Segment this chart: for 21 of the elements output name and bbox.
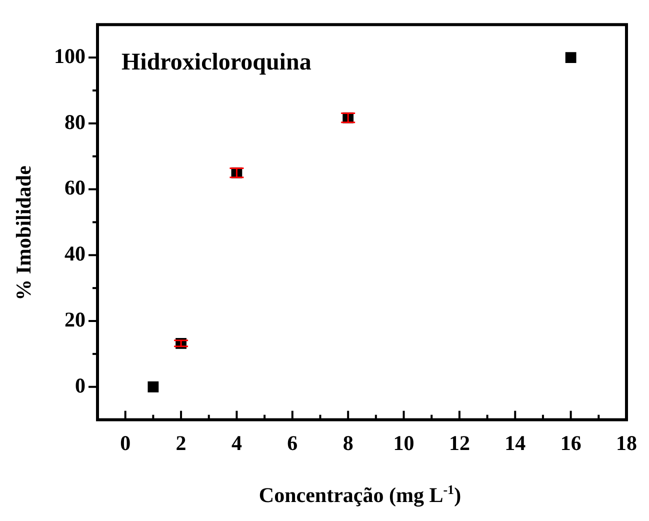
point (565, 52, 576, 63)
y-tick-label: 80 (64, 110, 86, 134)
y-tick-label: 20 (64, 307, 86, 332)
x-tick-label: 14 (504, 430, 526, 455)
y-tick-label: 100 (54, 44, 86, 68)
x-tick-label: 2 (176, 430, 186, 455)
x-tick-label: 10 (393, 430, 414, 455)
y-tick-label: 40 (64, 242, 86, 266)
x-axis-title: Concentração (mg L$^{-1}$) (258, 482, 462, 508)
x-tick-label: 4 (231, 430, 242, 455)
x-tick-label: 18 (616, 430, 637, 455)
y-axis-title: % Imobilidade (12, 166, 36, 300)
x-tick-label: 16 (560, 430, 582, 455)
y-tick-label: 60 (64, 176, 86, 200)
point (148, 381, 159, 392)
y-tick-label: 0 (75, 373, 86, 398)
text: Hidroxicloroquina (122, 50, 312, 76)
x-tick-label: 12 (448, 430, 470, 455)
x-tick-label: 0 (120, 430, 131, 455)
x-tick-label: 6 (287, 430, 298, 455)
x-tick-label: 8 (342, 430, 354, 455)
